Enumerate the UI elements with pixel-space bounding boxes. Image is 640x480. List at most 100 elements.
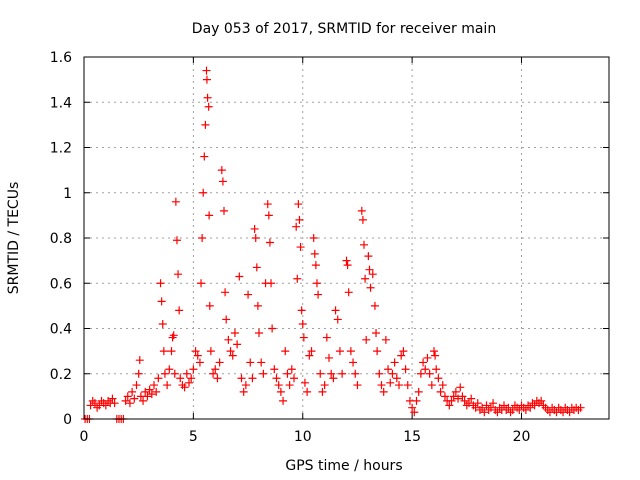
data-point bbox=[86, 401, 95, 410]
x-tick-label: 10 bbox=[294, 429, 312, 445]
data-point bbox=[145, 385, 154, 394]
data-point bbox=[373, 347, 382, 356]
data-point bbox=[160, 369, 169, 378]
data-point bbox=[425, 369, 434, 378]
data-point bbox=[486, 403, 495, 412]
data-point bbox=[386, 378, 395, 387]
data-point bbox=[298, 319, 307, 328]
data-point bbox=[576, 403, 585, 412]
y-tick-label: 1.6 bbox=[50, 50, 72, 66]
data-point bbox=[189, 365, 198, 374]
data-point bbox=[478, 403, 487, 412]
data-point bbox=[293, 274, 302, 283]
data-point bbox=[154, 374, 163, 383]
data-point bbox=[134, 369, 143, 378]
data-points bbox=[81, 66, 585, 423]
y-tick-label: 0.8 bbox=[50, 231, 72, 247]
data-point bbox=[320, 381, 329, 390]
y-tick-label: 0.6 bbox=[50, 276, 72, 292]
data-point bbox=[150, 381, 158, 390]
x-tick-label: 0 bbox=[80, 429, 89, 445]
data-point bbox=[390, 358, 399, 367]
data-point bbox=[465, 399, 473, 408]
data-point bbox=[274, 381, 283, 390]
data-point bbox=[521, 405, 530, 414]
data-point bbox=[451, 387, 460, 396]
data-point bbox=[276, 387, 285, 396]
data-point bbox=[312, 279, 321, 288]
data-point bbox=[292, 222, 301, 231]
chart-title: Day 053 of 2017, SRMTID for receiver mai… bbox=[192, 21, 496, 37]
data-point bbox=[412, 396, 421, 405]
data-point bbox=[358, 215, 367, 224]
data-point bbox=[296, 243, 305, 252]
data-point bbox=[343, 261, 352, 270]
y-tick-label: 0.4 bbox=[50, 322, 72, 338]
data-point bbox=[165, 365, 174, 374]
data-point bbox=[414, 387, 423, 396]
data-point bbox=[410, 408, 419, 417]
data-point bbox=[467, 394, 476, 403]
data-point bbox=[379, 387, 388, 396]
data-point bbox=[201, 120, 210, 129]
data-point bbox=[172, 236, 181, 245]
data-point bbox=[176, 374, 185, 383]
data-point bbox=[217, 166, 226, 175]
data-point bbox=[366, 283, 375, 292]
data-point bbox=[381, 335, 390, 344]
data-point bbox=[357, 206, 366, 215]
data-point bbox=[211, 365, 220, 374]
data-point bbox=[264, 211, 273, 220]
data-point bbox=[392, 374, 401, 383]
data-point bbox=[377, 381, 386, 390]
data-point bbox=[228, 351, 237, 360]
y-axis-label: SRMTID / TECUs bbox=[6, 182, 22, 295]
data-point bbox=[252, 263, 261, 272]
data-point bbox=[307, 347, 316, 356]
data-point bbox=[159, 347, 168, 356]
data-point bbox=[368, 270, 377, 279]
data-point bbox=[195, 358, 204, 367]
data-point bbox=[101, 401, 110, 410]
data-point bbox=[170, 369, 179, 378]
data-point bbox=[180, 383, 189, 392]
data-point bbox=[335, 347, 344, 356]
data-point bbox=[438, 381, 447, 390]
data-point bbox=[163, 381, 172, 390]
data-point bbox=[482, 401, 491, 410]
data-point bbox=[279, 396, 288, 405]
data-point bbox=[198, 234, 207, 242]
y-tick-label: 0 bbox=[63, 412, 72, 428]
data-point bbox=[325, 353, 333, 362]
data-point bbox=[171, 197, 180, 206]
data-point bbox=[157, 297, 166, 306]
data-point bbox=[143, 392, 152, 401]
data-point bbox=[489, 399, 498, 408]
data-point bbox=[480, 408, 489, 417]
data-point bbox=[314, 290, 323, 299]
data-point bbox=[241, 381, 250, 390]
data-point bbox=[251, 234, 260, 242]
data-point bbox=[349, 358, 358, 367]
data-point bbox=[565, 408, 574, 417]
data-point bbox=[244, 290, 253, 299]
data-point bbox=[255, 329, 263, 338]
data-point bbox=[257, 358, 266, 367]
data-point bbox=[338, 369, 347, 378]
data-point bbox=[342, 256, 351, 265]
grid bbox=[84, 57, 609, 419]
data-point bbox=[399, 347, 408, 356]
data-point bbox=[401, 365, 410, 374]
data-point bbox=[423, 353, 432, 362]
data-point bbox=[220, 206, 228, 215]
data-point bbox=[388, 369, 397, 378]
data-point bbox=[222, 315, 231, 324]
data-point bbox=[454, 394, 463, 403]
data-point bbox=[182, 369, 191, 378]
data-point bbox=[526, 403, 535, 412]
data-point bbox=[203, 93, 212, 102]
data-point bbox=[224, 335, 233, 344]
data-point bbox=[135, 356, 144, 365]
x-tick-label: 20 bbox=[513, 429, 531, 445]
data-point bbox=[431, 351, 440, 360]
